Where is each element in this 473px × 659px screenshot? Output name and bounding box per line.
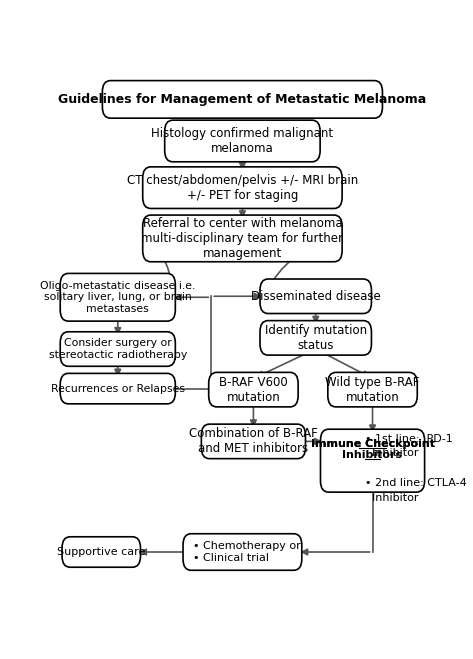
FancyBboxPatch shape <box>60 331 175 366</box>
Text: B-RAF V600
mutation: B-RAF V600 mutation <box>219 376 288 403</box>
FancyBboxPatch shape <box>62 537 140 567</box>
FancyBboxPatch shape <box>209 372 298 407</box>
Text: CT chest/abdomen/pelvis +/- MRI brain
+/- PET for staging: CT chest/abdomen/pelvis +/- MRI brain +/… <box>127 174 358 202</box>
Text: Combination of B-RAF
and MET inhibitors: Combination of B-RAF and MET inhibitors <box>189 428 318 455</box>
Text: Consider surgery or
stereotactic radiotherapy: Consider surgery or stereotactic radioth… <box>49 338 187 360</box>
Text: Immune Checkpoint: Immune Checkpoint <box>311 440 435 449</box>
FancyBboxPatch shape <box>143 167 342 208</box>
FancyBboxPatch shape <box>102 80 383 118</box>
Text: Identify mutation
status: Identify mutation status <box>265 324 367 352</box>
FancyBboxPatch shape <box>260 321 371 355</box>
FancyBboxPatch shape <box>143 215 342 262</box>
Text: Guidelines for Management of Metastatic Melanoma: Guidelines for Management of Metastatic … <box>58 93 427 106</box>
Text: Inhibitors: Inhibitors <box>342 449 403 459</box>
Text: Wild type B-RAF
mutation: Wild type B-RAF mutation <box>325 376 420 403</box>
Text: Oligo-metastatic disease i.e.
solitary liver, lung, or brain
metastases: Oligo-metastatic disease i.e. solitary l… <box>40 281 195 314</box>
FancyBboxPatch shape <box>60 273 175 321</box>
FancyBboxPatch shape <box>260 279 371 314</box>
Text: Immune Checkpoint: Immune Checkpoint <box>311 440 435 449</box>
FancyBboxPatch shape <box>165 120 320 162</box>
FancyBboxPatch shape <box>328 372 417 407</box>
Text: Supportive care: Supportive care <box>57 547 146 557</box>
FancyBboxPatch shape <box>183 534 302 570</box>
Text: Histology confirmed malignant
melanoma: Histology confirmed malignant melanoma <box>151 127 333 155</box>
FancyBboxPatch shape <box>60 374 175 404</box>
FancyBboxPatch shape <box>201 424 306 459</box>
Text: Disseminated disease: Disseminated disease <box>251 290 381 302</box>
FancyBboxPatch shape <box>321 429 425 492</box>
Text: • 1st line:  PD-1
  Inhibitor

• 2nd line: CTLA-4
  Inhibitor: • 1st line: PD-1 Inhibitor • 2nd line: C… <box>365 434 467 503</box>
Text: Recurrences or Relapses: Recurrences or Relapses <box>51 384 185 393</box>
Text: Referral to center with melanoma
multi-disciplinary team for further
management: Referral to center with melanoma multi-d… <box>141 217 343 260</box>
Text: • Chemotherapy or
• Clinical trial: • Chemotherapy or • Clinical trial <box>193 541 301 563</box>
